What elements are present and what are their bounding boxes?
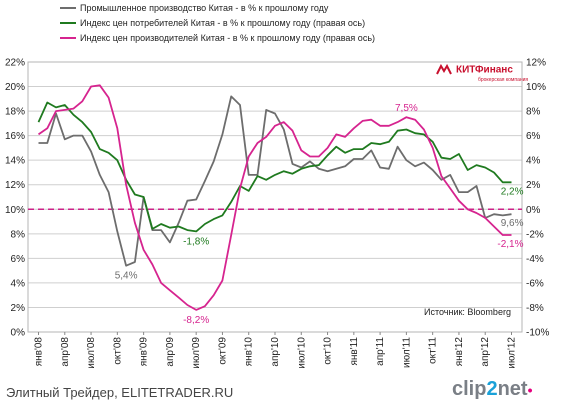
x-tick-label: апр'08 <box>60 337 71 367</box>
right-axis-ticks: -10% -8% -6% -4% -2% 0% 2% 4% 6% 8% 10% 12% <box>526 58 549 339</box>
right-tick-label: 4% <box>526 156 541 167</box>
x-axis-ticks: янв'08 апр'08 июл'08 окт'08 янв'09 апр'09 июл'… <box>34 332 517 369</box>
x-tick-label: янв'12 <box>454 337 465 367</box>
x-tick-label: янв'10 <box>244 337 255 367</box>
right-tick-label: -8% <box>526 303 544 314</box>
data-label: 5,4% <box>115 271 138 282</box>
left-tick-label: 2% <box>11 303 26 314</box>
x-tick-label: апр'12 <box>480 337 491 367</box>
x-tick-label: окт'11 <box>428 337 439 364</box>
x-tick-label: июл'09 <box>191 337 202 369</box>
brand-logo: КИТФинанс <box>436 64 513 76</box>
brand-mark-icon <box>436 64 452 75</box>
left-tick-label: 16% <box>5 131 25 142</box>
right-tick-label: 10% <box>526 82 546 93</box>
left-axis-ticks: 0% 2% 4% 6% 8% 10% 12% 14% 16% 18% 20% 22% <box>5 58 25 339</box>
series-line-2 <box>37 101 512 233</box>
legend: Промышленное производство Китая - в % к … <box>60 3 375 43</box>
x-tick-label: янв'08 <box>34 337 45 367</box>
right-tick-label: -4% <box>526 254 544 265</box>
left-tick-label: 6% <box>11 254 26 265</box>
data-label: -1,8% <box>183 236 209 247</box>
right-tick-label: 12% <box>526 58 546 69</box>
legend-label: Индекс цен потребителей Китая - в % к пр… <box>80 18 365 28</box>
grid-lines <box>28 61 522 333</box>
left-tick-label: 8% <box>11 229 26 240</box>
right-tick-label: -6% <box>526 278 544 289</box>
left-tick-label: 18% <box>5 107 25 118</box>
left-tick-label: 10% <box>5 205 25 216</box>
x-tick-label: июл'08 <box>86 337 97 369</box>
brand-name: КИТФинанс <box>456 64 513 76</box>
x-tick-label: янв'09 <box>139 337 150 367</box>
x-tick-label: июл'12 <box>506 337 517 369</box>
x-tick-label: апр'11 <box>375 337 386 366</box>
data-label: 2,2% <box>501 186 524 197</box>
footer-site: Элитный Трейдер, ELITETRADER.RU <box>6 385 234 400</box>
right-tick-label: -2% <box>526 229 544 240</box>
series-layer <box>37 84 512 311</box>
left-tick-label: 12% <box>5 180 25 191</box>
source-note: Источник: Bloomberg <box>424 307 511 317</box>
right-tick-label: 8% <box>526 107 541 118</box>
left-tick-label: 14% <box>5 156 25 167</box>
plot-frame <box>27 61 523 333</box>
right-tick-label: 2% <box>526 180 541 191</box>
x-tick-label: окт'10 <box>323 337 334 365</box>
right-tick-label: 6% <box>526 131 541 142</box>
series-line-1 <box>38 95 512 267</box>
left-tick-label: 20% <box>5 82 25 93</box>
data-label: -8,2% <box>183 315 209 326</box>
legend-label: Промышленное производство Китая - в % к … <box>80 3 329 13</box>
x-tick-label: апр'09 <box>165 337 176 367</box>
data-label: 7,5% <box>395 103 418 114</box>
x-tick-label: июл'11 <box>401 337 412 368</box>
legend-label: Индекс цен производителей Китая - в % к … <box>80 33 375 43</box>
series-line-3 <box>37 84 512 311</box>
x-tick-label: янв'11 <box>349 337 360 366</box>
right-tick-label: -10% <box>526 328 549 339</box>
data-label: 9,6% <box>501 218 524 229</box>
left-tick-label: 22% <box>5 58 25 69</box>
data-label: -2,1% <box>497 239 523 250</box>
clip2net-logo: clip2net• <box>452 378 533 400</box>
brand-tagline: брокерская компания <box>478 77 529 83</box>
x-tick-label: окт'09 <box>217 337 228 365</box>
left-tick-label: 0% <box>11 328 26 339</box>
left-tick-label: 4% <box>11 278 26 289</box>
x-tick-label: окт'08 <box>112 337 123 365</box>
right-tick-label: 0% <box>526 205 541 216</box>
x-tick-label: апр'10 <box>270 337 281 367</box>
data-labels: 5,4% 9,6% -1,8% 2,2% -8,2% 7,5% -2,1% <box>115 103 524 326</box>
x-tick-label: июл'10 <box>296 337 307 369</box>
